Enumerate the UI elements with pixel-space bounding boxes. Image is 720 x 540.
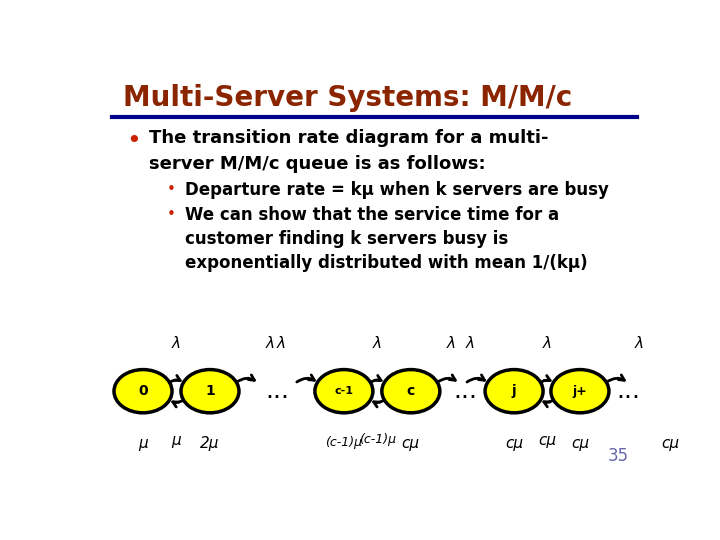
Text: •: • <box>126 129 141 153</box>
Text: We can show that the service time for a: We can show that the service time for a <box>185 206 559 224</box>
Text: server M/M/c queue is as follows:: server M/M/c queue is as follows: <box>148 156 485 173</box>
Text: (c-1)μ: (c-1)μ <box>359 433 396 446</box>
Text: λ: λ <box>277 336 286 351</box>
Text: cμ: cμ <box>661 436 680 451</box>
Text: •: • <box>167 182 176 197</box>
Circle shape <box>551 369 609 413</box>
Text: c-1: c-1 <box>334 386 354 396</box>
Circle shape <box>382 369 440 413</box>
Text: μ: μ <box>138 436 148 451</box>
Text: cμ: cμ <box>538 433 556 448</box>
Text: cμ: cμ <box>505 436 523 451</box>
Text: ...: ... <box>453 379 477 403</box>
Text: μ: μ <box>171 433 181 448</box>
Text: 2μ: 2μ <box>200 436 220 451</box>
Text: 1: 1 <box>205 384 215 398</box>
Text: •: • <box>167 207 176 222</box>
Text: (c-1)μ: (c-1)μ <box>325 436 362 449</box>
Circle shape <box>485 369 543 413</box>
Text: Multi-Server Systems: M/M/c: Multi-Server Systems: M/M/c <box>124 84 572 112</box>
Text: λ: λ <box>466 336 475 351</box>
Text: ...: ... <box>265 379 289 403</box>
Text: ...: ... <box>616 379 641 403</box>
Text: The transition rate diagram for a multi-: The transition rate diagram for a multi- <box>148 129 548 147</box>
Text: cμ: cμ <box>571 436 589 451</box>
Text: λ: λ <box>447 336 456 351</box>
Text: λ: λ <box>373 336 382 351</box>
Text: 0: 0 <box>138 384 148 398</box>
Circle shape <box>181 369 239 413</box>
Text: cμ: cμ <box>402 436 420 451</box>
Text: λ: λ <box>172 336 181 351</box>
Text: 35: 35 <box>608 447 629 465</box>
Text: Departure rate = kμ when k servers are busy: Departure rate = kμ when k servers are b… <box>185 181 608 199</box>
Text: λ: λ <box>265 336 274 351</box>
Text: λ: λ <box>542 336 552 351</box>
Text: j+: j+ <box>572 384 588 397</box>
Text: exponentially distributed with mean 1/(kμ): exponentially distributed with mean 1/(k… <box>185 254 588 272</box>
Circle shape <box>114 369 172 413</box>
Text: customer finding k servers busy is: customer finding k servers busy is <box>185 230 508 248</box>
Text: λ: λ <box>635 336 644 351</box>
Circle shape <box>315 369 373 413</box>
Text: c: c <box>407 384 415 398</box>
Text: j: j <box>512 384 516 398</box>
